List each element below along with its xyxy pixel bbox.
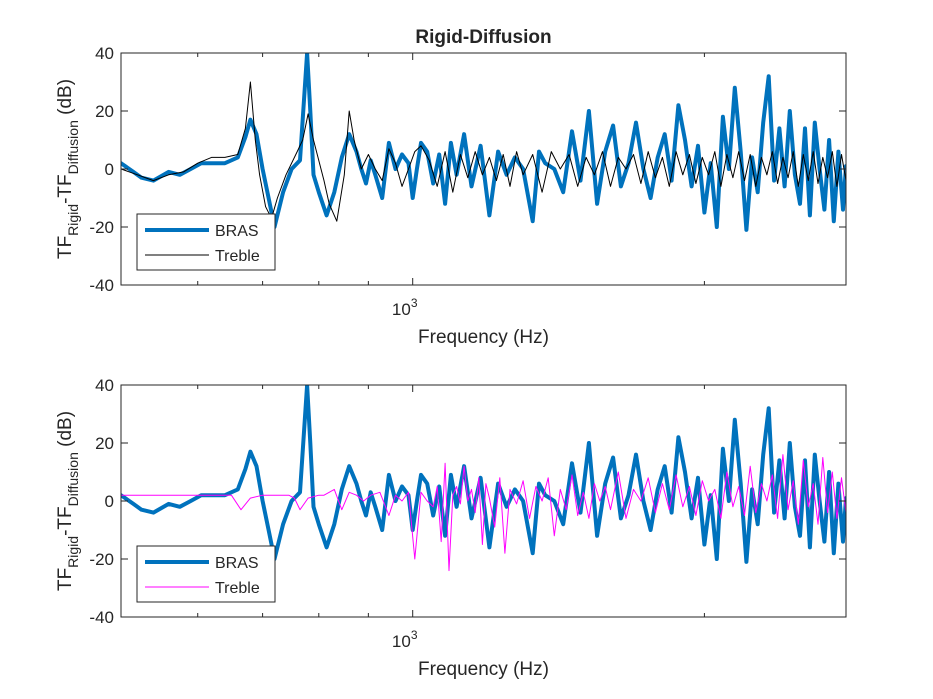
legend-box (136, 545, 276, 603)
x-tick-label-exponent: 3 (411, 628, 418, 642)
legend-label-bras: BRAS (215, 555, 259, 572)
y-tick-label: 0 (105, 492, 114, 511)
y-label-unit: (dB) (55, 411, 76, 452)
y-label-subscript: Rigid (65, 204, 81, 236)
y-tick-label: -40 (89, 608, 114, 627)
y-axis-label: TFRigid-TFDiffusion (dB) (55, 79, 81, 259)
y-label-subscript: Rigid (65, 536, 81, 568)
y-tick-label: -20 (89, 218, 114, 237)
series-line-bras (121, 53, 846, 232)
legend-label-treble: Treble (215, 580, 260, 597)
x-tick-label-exponent: 3 (411, 296, 418, 310)
y-label-part: TF (55, 568, 76, 591)
y-label-unit: (dB) (55, 79, 76, 120)
y-label-part: -TF (55, 174, 76, 204)
y-label-part: -TF (55, 506, 76, 536)
x-axis-label: Frequency (Hz) (418, 327, 549, 348)
series-line-treble (121, 454, 846, 572)
y-tick-label: 20 (95, 434, 114, 453)
y-tick-label: 40 (95, 44, 114, 63)
y-axis-label: TFRigid-TFDiffusion (dB) (55, 411, 81, 591)
chart-title: Rigid-Diffusion (415, 27, 551, 48)
series-group (121, 385, 846, 572)
y-tick-label: -40 (89, 276, 114, 295)
x-axis-label: Frequency (Hz) (418, 659, 549, 680)
x-tick-label-base: 10 (392, 300, 411, 319)
x-tick-label-base: 10 (392, 632, 411, 651)
y-label-subscript: Diffusion (65, 452, 81, 506)
legend: BRAS Treble (136, 545, 276, 603)
legend-box (136, 213, 276, 271)
x-tick-label: 103 (392, 296, 418, 319)
series-line-treble (121, 81, 846, 222)
y-tick-label: -20 (89, 550, 114, 569)
y-tick-label: 0 (105, 160, 114, 179)
legend-label-treble: Treble (215, 248, 260, 265)
series-group (121, 53, 846, 232)
y-tick-label: 40 (95, 376, 114, 395)
y-tick-label: 20 (95, 102, 114, 121)
y-label-subscript: Diffusion (65, 120, 81, 174)
legend-label-bras: BRAS (215, 223, 259, 240)
y-label-part: TF (55, 236, 76, 259)
x-tick-label: 103 (392, 628, 418, 651)
legend: BRAS Treble (136, 213, 276, 271)
